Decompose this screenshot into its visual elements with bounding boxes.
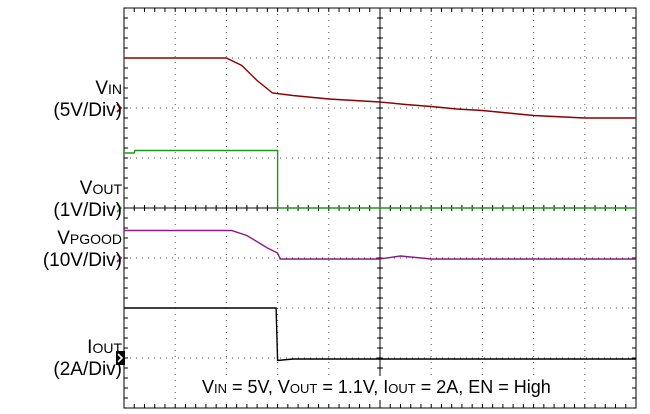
vin-label-sub: IN (108, 81, 122, 97)
vout-scale: (1V/Div) (53, 200, 122, 221)
vin-label: VIN (5V/Div) (53, 78, 122, 122)
iout-scale: (2A/Div) (53, 359, 122, 380)
vpgood-trace (124, 229, 636, 260)
vpgood-label-main: V (57, 228, 70, 249)
iout-label-main: I (87, 337, 93, 358)
vout-trace (124, 149, 636, 209)
vpgood-label-sub: PGOOD (69, 231, 122, 247)
vout-marker (116, 203, 123, 213)
iout-label-sub: OUT (92, 340, 122, 356)
vin-scale: (5V/Div) (53, 100, 122, 121)
vpgood-scale: (10V/Div) (42, 250, 122, 271)
test-conditions-caption: VIN = 5V, VOUT = 1.1V, IOUT = 2A, EN = H… (200, 376, 553, 400)
iout-label: IOUT (2A/Div) (53, 337, 122, 381)
vpgood-marker (116, 253, 123, 263)
vin-trace (124, 57, 636, 119)
iout-marker-arrow (117, 353, 124, 363)
vpgood-label: VPGOOD (10V/Div) (43, 228, 122, 272)
vin-label-main: V (95, 78, 108, 99)
vout-label-main: V (79, 178, 93, 199)
vout-label: VOUT (1V/Div) (53, 178, 122, 222)
vin-marker (116, 103, 123, 113)
vout-label-sub: OUT (92, 181, 122, 197)
iout-trace (124, 307, 636, 362)
